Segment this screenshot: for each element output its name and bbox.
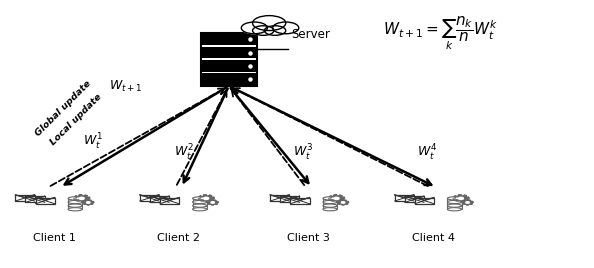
Bar <box>447 202 462 206</box>
Bar <box>26 196 45 202</box>
Text: Client 2: Client 2 <box>157 233 200 243</box>
Bar <box>270 195 289 201</box>
Polygon shape <box>207 200 218 205</box>
Circle shape <box>79 197 84 199</box>
Circle shape <box>241 22 267 34</box>
Circle shape <box>466 202 469 203</box>
Circle shape <box>211 202 214 203</box>
Circle shape <box>334 197 339 199</box>
Polygon shape <box>83 200 94 205</box>
Ellipse shape <box>323 204 337 207</box>
Ellipse shape <box>447 197 462 200</box>
Bar <box>68 206 82 209</box>
Text: Local update: Local update <box>49 92 104 147</box>
Ellipse shape <box>323 200 337 204</box>
Ellipse shape <box>68 200 82 204</box>
Bar <box>140 195 159 201</box>
Circle shape <box>87 202 90 203</box>
Bar <box>201 33 257 86</box>
Ellipse shape <box>192 197 207 200</box>
Bar <box>15 195 34 201</box>
Ellipse shape <box>323 208 337 211</box>
Bar <box>415 198 434 204</box>
Bar <box>192 202 207 206</box>
Circle shape <box>252 26 274 35</box>
Bar <box>323 202 337 206</box>
Bar <box>405 196 424 202</box>
Ellipse shape <box>447 204 462 207</box>
Polygon shape <box>328 195 345 202</box>
Bar <box>394 195 414 201</box>
Text: $W_t^4$: $W_t^4$ <box>417 143 437 163</box>
Text: Global update: Global update <box>33 79 93 138</box>
Ellipse shape <box>447 208 462 211</box>
Circle shape <box>459 197 463 199</box>
Bar <box>68 198 82 202</box>
Circle shape <box>264 26 286 35</box>
Polygon shape <box>198 195 214 202</box>
Bar <box>447 198 462 202</box>
Circle shape <box>273 22 299 34</box>
Text: $W_t^2$: $W_t^2$ <box>175 143 194 163</box>
Bar <box>201 73 257 85</box>
Bar <box>192 198 207 202</box>
Bar <box>201 47 257 58</box>
Bar <box>201 33 257 45</box>
Bar <box>150 196 169 202</box>
Polygon shape <box>74 195 90 202</box>
Text: Client 1: Client 1 <box>33 233 75 243</box>
Text: $W_{t+1} = \sum_{k} \dfrac{n_k}{n} W_t^k$: $W_{t+1} = \sum_{k} \dfrac{n_k}{n} W_t^k… <box>383 14 498 51</box>
Text: Server: Server <box>291 28 330 40</box>
Text: $W_t^1$: $W_t^1$ <box>83 132 103 152</box>
Bar <box>201 60 257 72</box>
Polygon shape <box>453 195 469 202</box>
Text: Client 3: Client 3 <box>287 233 330 243</box>
Polygon shape <box>462 200 473 205</box>
Ellipse shape <box>68 204 82 207</box>
Bar <box>68 202 82 206</box>
Circle shape <box>252 16 286 31</box>
Ellipse shape <box>192 204 207 207</box>
Polygon shape <box>337 200 349 205</box>
Bar <box>192 206 207 209</box>
Ellipse shape <box>192 200 207 204</box>
Ellipse shape <box>192 208 207 211</box>
Bar <box>36 198 55 204</box>
Circle shape <box>204 197 208 199</box>
Text: Client 4: Client 4 <box>412 233 455 243</box>
Ellipse shape <box>68 197 82 200</box>
Bar <box>323 198 337 202</box>
Bar <box>160 198 179 204</box>
Ellipse shape <box>68 208 82 211</box>
Bar <box>323 206 337 209</box>
Circle shape <box>342 202 345 203</box>
Bar <box>290 198 309 204</box>
Text: $W_{t+1}$: $W_{t+1}$ <box>109 79 142 94</box>
Ellipse shape <box>447 200 462 204</box>
Ellipse shape <box>323 197 337 200</box>
Bar <box>280 196 299 202</box>
Bar <box>447 206 462 209</box>
Text: $W_t^3$: $W_t^3$ <box>293 143 313 163</box>
